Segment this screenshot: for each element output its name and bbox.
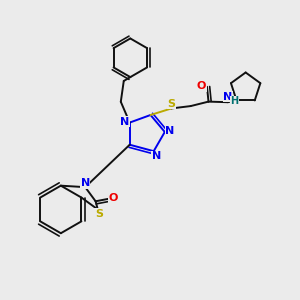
Text: S: S [95, 208, 103, 219]
Text: N: N [81, 178, 90, 188]
Text: N: N [224, 92, 233, 102]
Text: N: N [120, 117, 129, 127]
Text: O: O [197, 81, 206, 91]
Text: H: H [230, 96, 238, 106]
Text: N: N [165, 126, 175, 136]
Text: S: S [168, 99, 176, 109]
Text: O: O [109, 193, 118, 203]
Text: N: N [152, 151, 161, 161]
